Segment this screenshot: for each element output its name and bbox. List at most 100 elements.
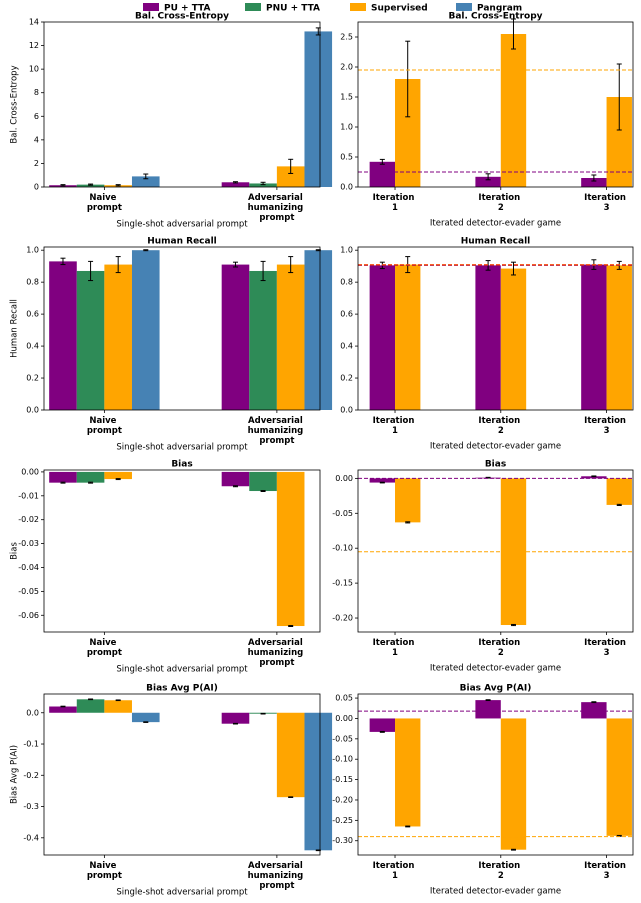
y-tick-label: 12 [29,41,39,50]
axes-frame [43,246,321,411]
bar [581,702,607,719]
error-bar [115,184,121,187]
error-bar [232,722,238,725]
x-axis-label: Single-shot adversarial prompt [116,443,248,453]
error-bar [88,698,94,701]
bar [221,264,250,410]
error-bar [288,796,294,798]
x-tick-label: Naive prompt [87,638,122,658]
legend-swatch [456,3,472,11]
bar [581,264,607,410]
legend-swatch [245,3,261,11]
x-axis-label: Iterated detector-evader game [430,442,561,452]
bar [131,176,160,187]
bar [131,712,160,723]
y-tick-label: 0.4 [26,342,39,351]
y-tick-label: 0.6 [340,310,353,319]
error-bar [143,249,149,252]
error-bar [485,699,491,702]
x-tick-label: Iteration 1 [373,193,418,213]
x-tick-label: Iteration 3 [584,638,629,658]
bar [395,478,421,523]
chart-title: Bias Avg P(AI) [460,684,532,694]
error-bar [60,705,66,708]
error-bar [510,848,516,851]
bar [395,718,421,827]
bar [369,161,396,187]
x-axis-label: Iterated detector-evader game [430,664,561,674]
x-tick-label: Iteration 3 [584,416,629,436]
bar [276,712,305,798]
chart-title: Bias [485,460,506,470]
legend-swatch [350,3,366,11]
axes-frame [357,246,634,411]
y-tick-label: -0.15 [332,775,353,784]
y-tick-label: 2 [34,159,39,168]
bar [76,184,105,187]
error-bar [60,184,66,187]
error-bar [616,63,622,131]
y-tick-label: -0.02 [18,515,39,524]
error-bar [115,699,121,702]
bar [104,471,132,480]
y-tick-label: 2.5 [340,33,353,42]
y-tick-label: 0.2 [26,374,39,383]
y-tick-label: 0.8 [340,278,353,287]
y-axis-label: Bias Avg P(AI) [10,745,20,804]
bar [581,178,607,187]
y-tick-label: 0 [34,183,39,192]
axes-frame [357,469,634,633]
bar [249,183,277,187]
bar [104,264,132,410]
bar [221,712,250,724]
bar [276,166,305,187]
bar [131,250,160,410]
y-tick-label: -0.01 [18,491,39,500]
axes-frame [43,693,321,856]
y-tick-label: 0.0 [340,406,353,415]
error-bar [379,730,385,733]
error-bar [485,173,491,181]
legend-label: PU + TTA [164,4,210,14]
x-tick-label: Iteration 3 [584,861,629,881]
chart-title: Human Recall [147,237,217,247]
bar [276,264,305,410]
y-tick-label: 10 [29,65,39,74]
y-tick-label: 8 [34,88,39,97]
bar [304,250,333,410]
x-tick-label: Adversarial humanizing prompt [248,193,307,223]
y-tick-label: -0.10 [332,755,353,764]
bar [369,718,396,732]
bar [395,264,421,410]
x-tick-label: Naive prompt [87,416,122,436]
error-bar [60,257,66,266]
legend-swatch [143,3,159,11]
bar [76,270,105,410]
chart-title: Bal. Cross-Entropy [135,12,229,22]
bar [500,34,527,187]
error-bar [260,181,266,186]
y-tick-label: 0.4 [340,342,353,351]
bar [581,476,607,479]
bar [369,478,396,483]
error-bar [616,503,622,506]
y-tick-label: -0.30 [332,836,353,845]
x-tick-label: Iteration 1 [373,638,418,658]
axes-frame [43,469,321,633]
error-bar [143,173,149,180]
y-tick-label: -0.10 [332,544,353,553]
y-axis-label: Human Recall [10,299,20,358]
bar [606,478,632,505]
y-axis-label: Bias [10,542,20,560]
y-tick-label: -0.3 [23,802,39,811]
y-tick-label: -0.25 [332,816,353,825]
bar [475,700,501,719]
chart-title: Bias [171,460,192,470]
error-bar [60,481,66,484]
bar [76,699,105,713]
y-tick-label: -0.06 [18,611,39,620]
bar [104,700,132,713]
y-tick-label: -0.15 [332,579,353,588]
y-tick-label: 0.00 [335,474,353,483]
